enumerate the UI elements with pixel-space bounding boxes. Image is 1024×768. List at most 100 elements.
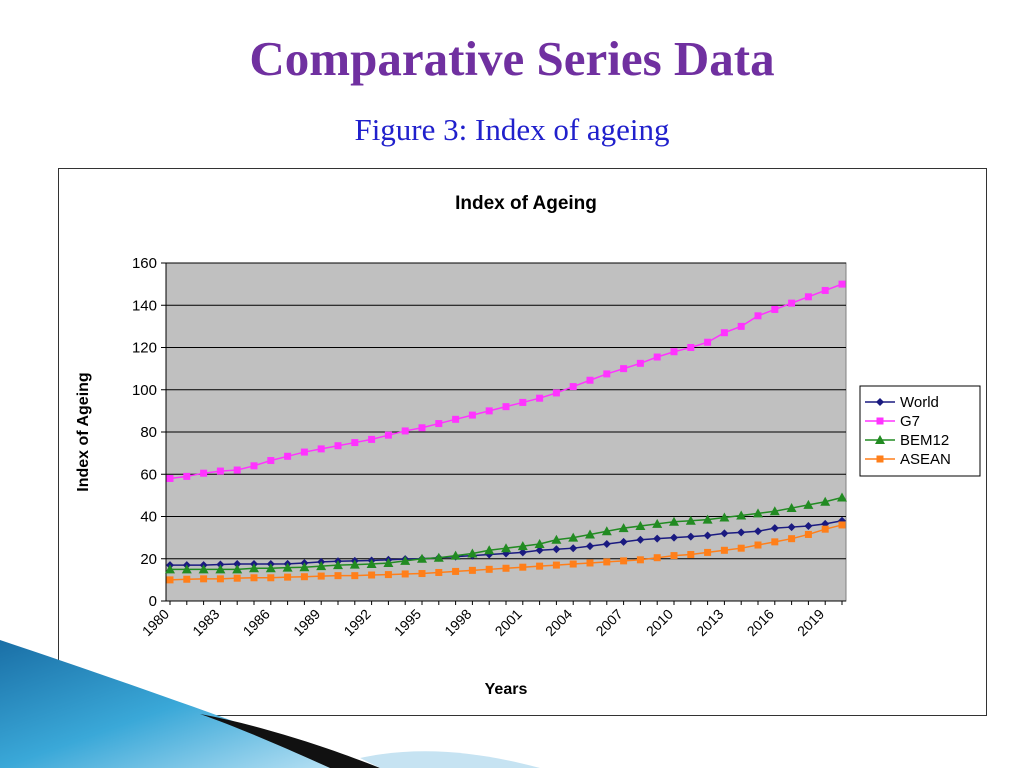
legend-label-world: World — [900, 394, 939, 411]
data-point-g7 — [200, 469, 208, 477]
data-point-asean — [838, 521, 846, 529]
data-point-g7 — [183, 472, 191, 480]
data-point-bem12 — [669, 516, 679, 526]
data-point-asean — [166, 576, 174, 584]
data-point-asean — [200, 575, 208, 583]
data-point-g7 — [502, 403, 510, 411]
legend-label-g7: G7 — [900, 413, 920, 430]
data-point-g7 — [771, 305, 779, 313]
data-point-g7 — [788, 299, 796, 307]
data-point-asean — [384, 571, 392, 579]
data-point-asean — [334, 572, 342, 580]
data-point-world — [602, 539, 611, 548]
data-point-asean — [435, 568, 443, 576]
data-point-g7 — [233, 466, 241, 474]
data-point-asean — [754, 541, 762, 549]
data-point-g7 — [485, 407, 493, 415]
data-point-g7 — [284, 452, 292, 460]
data-point-bem12 — [702, 514, 713, 524]
data-point-g7 — [536, 394, 544, 402]
legend-marker-world — [876, 398, 884, 406]
y-tick-label: 80 — [140, 424, 157, 441]
data-point-asean — [284, 573, 292, 581]
data-point-asean — [620, 557, 628, 565]
data-point-g7 — [267, 457, 275, 465]
data-point-asean — [670, 552, 678, 560]
data-point-bem12 — [333, 560, 343, 570]
data-point-g7 — [317, 445, 325, 453]
data-point-bem12 — [265, 563, 276, 573]
data-point-bem12 — [517, 541, 528, 551]
data-point-g7 — [418, 424, 426, 432]
data-point-asean — [368, 571, 376, 579]
data-point-bem12 — [450, 550, 461, 560]
data-point-bem12 — [601, 526, 612, 536]
data-point-world — [233, 560, 242, 569]
data-point-asean — [485, 565, 493, 573]
data-point-asean — [704, 548, 712, 556]
data-point-bem12 — [568, 532, 579, 542]
data-point-bem12 — [366, 559, 377, 569]
data-point-bem12 — [316, 561, 327, 571]
data-point-g7 — [166, 474, 174, 482]
data-point-asean — [233, 574, 241, 582]
data-point-asean — [519, 563, 527, 571]
data-point-world — [619, 537, 628, 546]
data-point-g7 — [586, 376, 594, 384]
data-point-bem12 — [198, 564, 209, 574]
data-point-asean — [317, 572, 325, 580]
data-point-asean — [788, 535, 796, 543]
data-point-bem12 — [165, 564, 175, 574]
data-point-bem12 — [299, 562, 310, 572]
data-point-g7 — [552, 389, 560, 397]
data-point-g7 — [670, 348, 678, 356]
data-point-bem12 — [803, 499, 814, 509]
data-point-asean — [687, 551, 695, 559]
data-point-bem12 — [501, 543, 511, 553]
legend-label-asean: ASEAN — [900, 451, 951, 468]
data-point-world — [686, 532, 695, 541]
data-point-g7 — [368, 435, 376, 443]
data-point-bem12 — [769, 506, 780, 516]
data-point-bem12 — [534, 538, 545, 548]
data-point-asean — [552, 561, 560, 569]
data-point-world — [552, 545, 561, 554]
data-point-g7 — [636, 359, 644, 367]
data-point-g7 — [334, 442, 342, 450]
data-point-g7 — [468, 411, 476, 419]
data-point-g7 — [687, 344, 695, 351]
data-point-bem12 — [753, 508, 763, 518]
data-point-world — [586, 542, 594, 551]
data-point-bem12 — [837, 492, 847, 502]
data-point-asean — [401, 570, 409, 578]
data-point-bem12 — [249, 563, 259, 573]
data-point-bem12 — [383, 557, 394, 567]
slide-title: Comparative Series Data — [249, 31, 775, 86]
data-point-bem12 — [349, 559, 360, 569]
data-point-world — [787, 523, 796, 532]
data-point-world — [670, 533, 678, 542]
data-point-asean — [250, 574, 258, 582]
data-point-bem12 — [484, 545, 495, 555]
data-point-g7 — [384, 431, 392, 439]
data-point-asean — [603, 558, 611, 566]
data-point-g7 — [804, 293, 812, 301]
data-point-g7 — [720, 329, 728, 337]
data-point-asean — [300, 573, 308, 581]
data-point-world — [720, 529, 729, 538]
y-tick-label: 0 — [149, 593, 157, 610]
data-point-g7 — [653, 353, 661, 361]
legend-label-bem12: BEM12 — [900, 432, 949, 449]
y-tick-label: 20 — [140, 551, 157, 568]
data-point-bem12 — [652, 518, 663, 528]
data-point-bem12 — [433, 552, 444, 562]
y-tick-label: 100 — [132, 382, 157, 399]
data-point-g7 — [519, 398, 527, 406]
data-point-bem12 — [400, 555, 411, 565]
data-point-world — [737, 528, 746, 537]
y-tick-label: 40 — [140, 509, 157, 526]
data-point-g7 — [569, 383, 577, 391]
data-point-g7 — [821, 286, 829, 294]
data-point-asean — [502, 564, 510, 572]
data-point-world — [535, 546, 544, 555]
